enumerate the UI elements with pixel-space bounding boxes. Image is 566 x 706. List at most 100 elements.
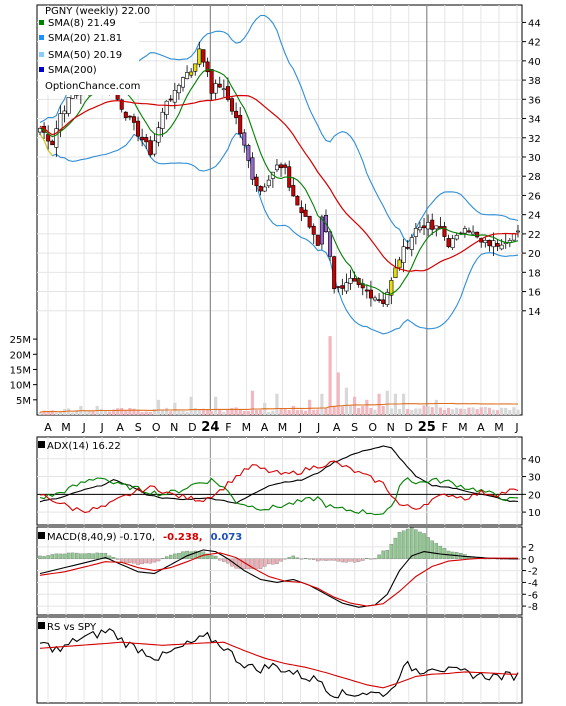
candle-body xyxy=(340,285,345,289)
adx-panel: 10 20 30 40 ADX(14) 16.22 xyxy=(36,436,541,526)
candle-body xyxy=(377,299,382,301)
volume-bar xyxy=(471,407,475,415)
volume-bar xyxy=(120,407,124,415)
macd-histogram-bar xyxy=(365,558,369,559)
volume-bar xyxy=(87,410,91,415)
macd-histogram-bar xyxy=(124,558,128,564)
volume-bar xyxy=(83,411,87,415)
macd-histogram-bar xyxy=(320,558,324,561)
macd-histogram-bar xyxy=(75,552,79,559)
macd-histogram-bar xyxy=(222,558,226,562)
time-axis: A M J J A S O N D 24 F M A M J J A S O N D 25 F M A M J xyxy=(44,420,518,435)
candle-body xyxy=(160,111,165,129)
macd-lines xyxy=(39,549,518,608)
candle-body xyxy=(152,140,157,155)
volume-bar xyxy=(242,410,246,415)
macd-histogram-bar xyxy=(303,558,308,559)
macd-tick-label: -4 xyxy=(528,578,538,589)
macd-histogram-bar xyxy=(434,543,439,559)
macd-histogram-bar xyxy=(422,533,426,559)
volume-bar xyxy=(328,336,332,415)
candle-body xyxy=(283,164,288,168)
candle-body xyxy=(450,238,455,248)
price-tick-label: 14 xyxy=(528,307,541,318)
candle-body xyxy=(515,230,520,233)
macd-histogram-bar xyxy=(70,552,75,559)
volume-bar xyxy=(344,387,349,415)
month-label: J xyxy=(514,421,518,434)
candle-body xyxy=(319,216,324,245)
volume-bar xyxy=(512,407,516,415)
candle-body xyxy=(360,283,365,289)
candle-body xyxy=(315,234,320,246)
candle-body xyxy=(364,289,369,292)
volume-bar xyxy=(418,408,422,415)
price-tick-label: 26 xyxy=(528,191,541,202)
month-label: J xyxy=(298,421,302,434)
macd-histogram-bar xyxy=(91,553,95,559)
candle-body xyxy=(50,140,55,146)
bollinger-lower xyxy=(39,132,519,335)
volume-bar xyxy=(320,393,324,415)
macd-histogram-bar xyxy=(438,545,443,559)
volume-bar xyxy=(173,402,177,415)
rs-title: RS vs SPY xyxy=(47,622,97,633)
candle-body xyxy=(164,100,169,115)
legend-swatch-sma8 xyxy=(39,20,44,25)
macd-histogram-bar xyxy=(119,558,124,562)
month-label: 24 xyxy=(201,420,219,435)
candle-body xyxy=(291,185,296,197)
candle-body xyxy=(225,86,230,100)
macd-value: -0.170, xyxy=(120,532,155,543)
volume-bar xyxy=(508,410,512,415)
volume-bar xyxy=(62,409,67,415)
macd-histogram-bar xyxy=(177,552,181,559)
legend-swatch-sma50 xyxy=(39,52,44,57)
candle-body xyxy=(266,179,271,187)
macd-histogram-bar xyxy=(66,552,71,559)
volume-bar xyxy=(144,411,148,415)
candle-body xyxy=(393,267,398,278)
volume-bar xyxy=(455,407,459,415)
volume-bar xyxy=(214,396,218,415)
month-label: A xyxy=(333,421,341,434)
macd-histogram-bar xyxy=(287,557,291,559)
macd-histogram-bar xyxy=(283,558,287,560)
volume-bar xyxy=(475,409,479,415)
adx-tick-label: 10 xyxy=(528,508,541,519)
candle-body xyxy=(373,297,378,301)
candle-body xyxy=(131,116,136,123)
macd-histogram-bar xyxy=(279,558,283,562)
candle-body xyxy=(258,185,263,192)
month-label: A xyxy=(116,421,124,434)
macd-histogram-bar xyxy=(111,557,116,559)
adx-axis: 10 20 30 40 xyxy=(522,455,541,519)
volume-bar xyxy=(287,410,291,415)
candle-body xyxy=(499,244,504,250)
volume-bar xyxy=(389,408,393,415)
candle-body xyxy=(454,234,459,240)
volume-bar xyxy=(169,411,173,415)
macd-histogram-bar xyxy=(209,555,214,559)
price-tick-label: 38 xyxy=(528,76,541,87)
volume-bar xyxy=(132,408,136,415)
price-panel: 14 16 18 20 22 24 26 28 30 32 34 36 38 40 42 44 5M 10M 15… xyxy=(10,4,541,416)
macd-histogram-bar xyxy=(95,552,99,559)
legend-sma8: SMA(8) 21.49 xyxy=(48,18,116,29)
macd-histogram-bar xyxy=(328,558,332,561)
macd-histogram-bar xyxy=(373,558,377,560)
candle-body xyxy=(201,49,206,63)
macd-histogram-bar xyxy=(262,558,267,567)
month-label: M xyxy=(278,421,288,434)
candle-body xyxy=(62,110,67,115)
price-tick-label: 22 xyxy=(528,230,541,241)
macd-histogram-bar xyxy=(103,553,108,559)
candle-body xyxy=(368,289,373,299)
volume-bar xyxy=(299,409,304,415)
macd-histogram-bar xyxy=(344,558,349,563)
volume-bar xyxy=(312,409,316,415)
macd-histogram-bar xyxy=(393,537,398,559)
price-tick-label: 36 xyxy=(528,95,541,106)
candle-body xyxy=(442,226,447,237)
adx-tick-label: 40 xyxy=(528,455,541,466)
